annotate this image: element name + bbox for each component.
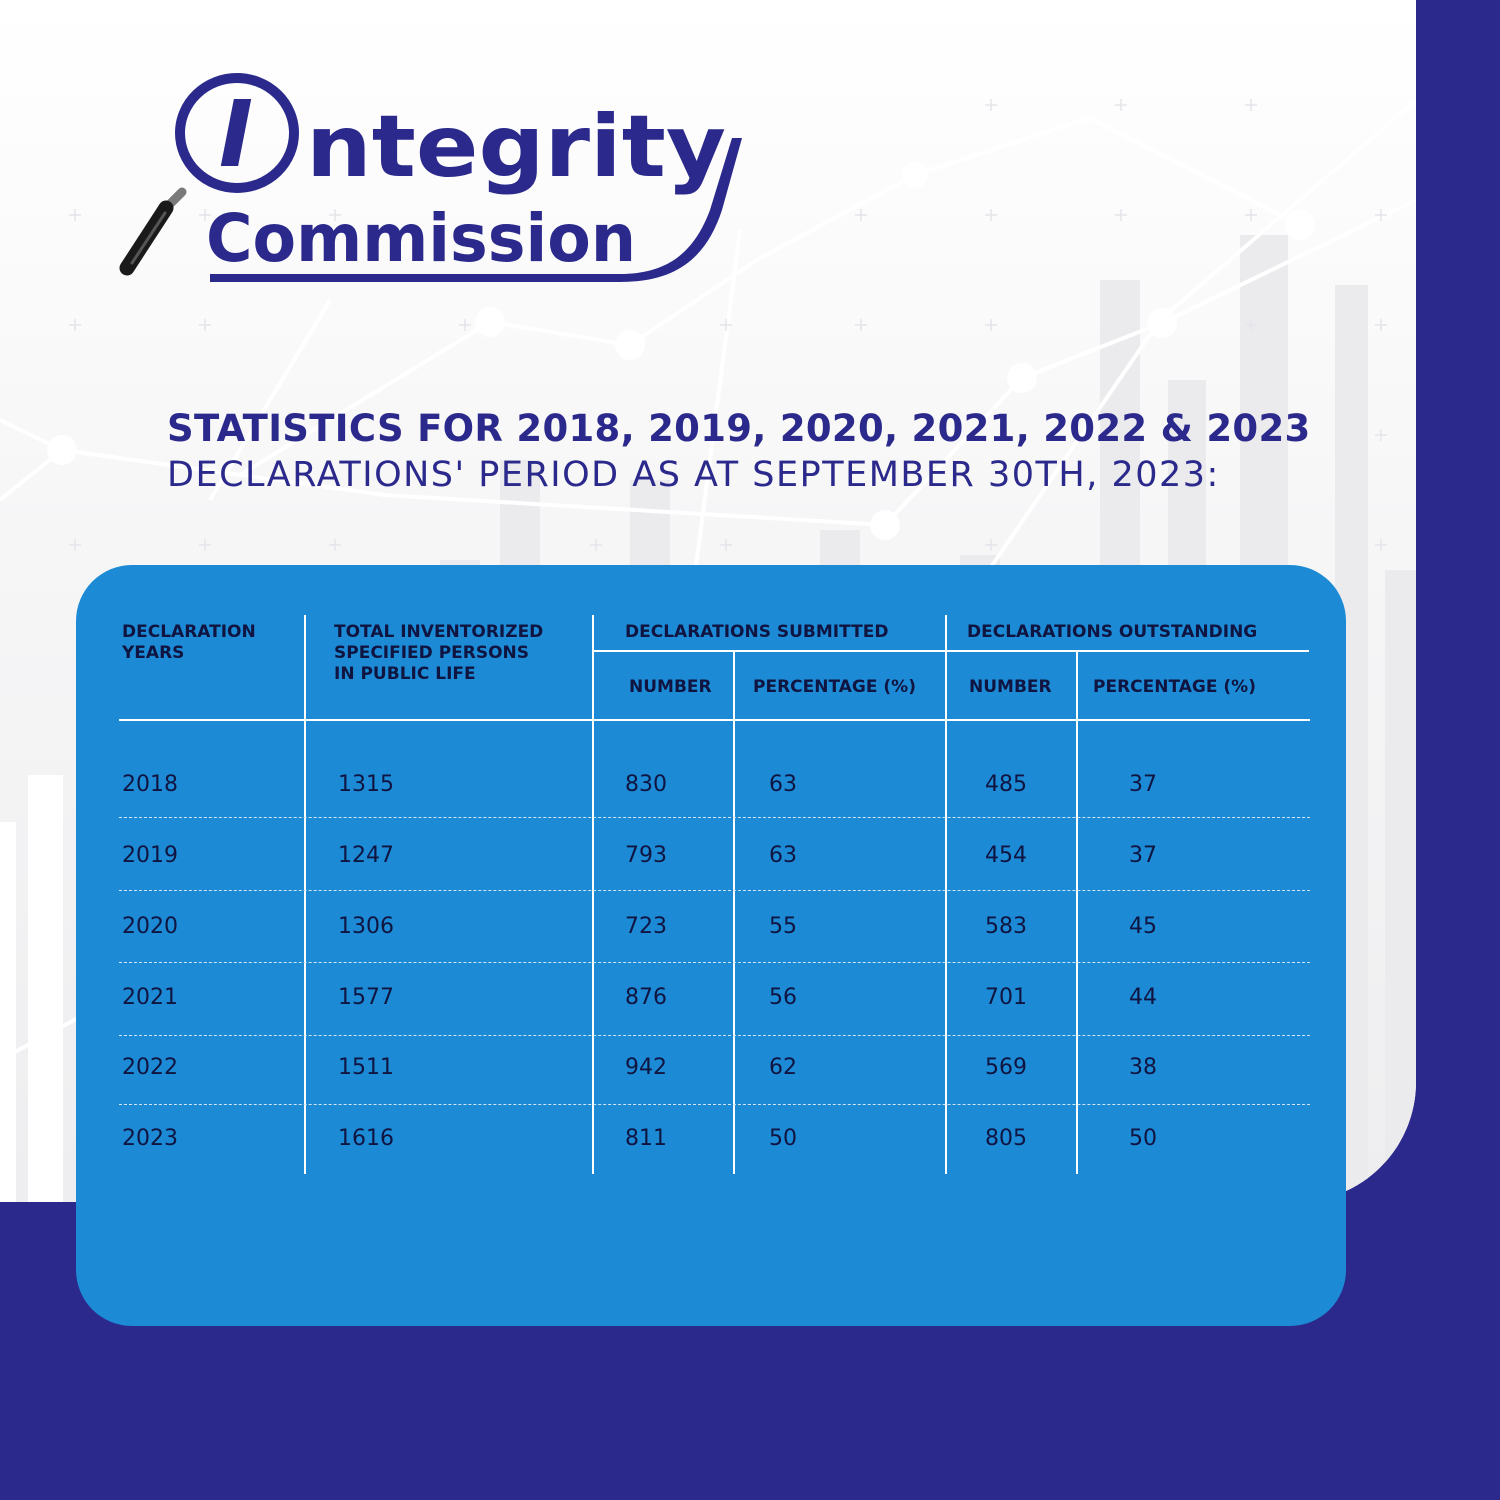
- cell-submitted-percentage: 63: [769, 772, 797, 797]
- cell-submitted-percentage: 50: [769, 1126, 797, 1151]
- magnifier-handle-icon: [119, 200, 174, 276]
- logo-letter: I: [219, 81, 253, 188]
- logo-wordmark: ntegrity: [306, 97, 726, 197]
- cell-submitted-number: 723: [625, 914, 667, 939]
- cell-year: 2021: [122, 985, 178, 1010]
- cell-submitted-percentage: 62: [769, 1055, 797, 1080]
- column-divider: [304, 615, 306, 1174]
- cell-outstanding-percentage: 37: [1129, 843, 1157, 868]
- cell-outstanding-number: 701: [985, 985, 1027, 1010]
- column-divider: [945, 615, 947, 1174]
- cell-total: 1306: [338, 914, 394, 939]
- cell-total: 1315: [338, 772, 394, 797]
- statistics-table-card: DECLARATION YEARS TOTAL INVENTORIZED SPE…: [76, 565, 1346, 1326]
- cell-year: 2018: [122, 772, 178, 797]
- cell-outstanding-number: 454: [985, 843, 1027, 868]
- row-divider: [119, 890, 1310, 891]
- subheader-submitted-number: NUMBER: [629, 677, 712, 697]
- cell-outstanding-number: 569: [985, 1055, 1027, 1080]
- cell-year: 2023: [122, 1126, 178, 1151]
- cell-total: 1247: [338, 843, 394, 868]
- header-declaration-years: DECLARATION YEARS: [122, 622, 256, 664]
- cell-outstanding-number: 583: [985, 914, 1027, 939]
- cell-submitted-number: 876: [625, 985, 667, 1010]
- header-declarations-outstanding: DECLARATIONS OUTSTANDING: [967, 622, 1258, 642]
- magnifier-lens-icon: [175, 73, 299, 193]
- integrity-commission-logo: I ntegrity Commission: [119, 73, 742, 282]
- cell-outstanding-percentage: 50: [1129, 1126, 1157, 1151]
- cell-submitted-number: 811: [625, 1126, 667, 1151]
- header-group-rule: [593, 650, 1309, 652]
- cell-outstanding-percentage: 37: [1129, 772, 1157, 797]
- row-divider: [119, 1104, 1310, 1105]
- subheader-outstanding-percentage: PERCENTAGE (%): [1093, 677, 1256, 697]
- cell-total: 1577: [338, 985, 394, 1010]
- column-divider: [592, 615, 594, 1174]
- cell-submitted-number: 793: [625, 843, 667, 868]
- cell-submitted-number: 830: [625, 772, 667, 797]
- header-text: TOTAL INVENTORIZED SPECIFIED PERSONS IN …: [334, 622, 544, 684]
- logo-subword: Commission: [206, 200, 636, 277]
- cell-submitted-number: 942: [625, 1055, 667, 1080]
- cell-outstanding-number: 805: [985, 1126, 1027, 1151]
- header-bottom-rule: [119, 719, 1310, 721]
- cell-year: 2022: [122, 1055, 178, 1080]
- heading-title: STATISTICS FOR 2018, 2019, 2020, 2021, 2…: [167, 407, 1311, 450]
- column-divider: [733, 651, 735, 1174]
- page-heading: STATISTICS FOR 2018, 2019, 2020, 2021, 2…: [167, 406, 1397, 498]
- cell-submitted-percentage: 56: [769, 985, 797, 1010]
- row-divider: [119, 1035, 1310, 1036]
- subheader-outstanding-number: NUMBER: [969, 677, 1052, 697]
- cell-submitted-percentage: 55: [769, 914, 797, 939]
- column-divider: [1076, 651, 1078, 1174]
- cell-submitted-percentage: 63: [769, 843, 797, 868]
- cell-outstanding-percentage: 44: [1129, 985, 1157, 1010]
- cell-outstanding-percentage: 38: [1129, 1055, 1157, 1080]
- heading-subtitle: DECLARATIONS' PERIOD AS AT SEPTEMBER 30T…: [167, 455, 1220, 495]
- cell-total: 1616: [338, 1126, 394, 1151]
- header-total-inventorized: TOTAL INVENTORIZED SPECIFIED PERSONS IN …: [334, 622, 543, 685]
- row-divider: [119, 962, 1310, 963]
- subheader-submitted-percentage: PERCENTAGE (%): [753, 677, 916, 697]
- header-declarations-submitted: DECLARATIONS SUBMITTED: [625, 622, 889, 642]
- cell-total: 1511: [338, 1055, 394, 1080]
- cell-outstanding-percentage: 45: [1129, 914, 1157, 939]
- header-text: DECLARATION YEARS: [122, 622, 256, 663]
- row-divider: [119, 817, 1310, 818]
- cell-outstanding-number: 485: [985, 772, 1027, 797]
- cell-year: 2019: [122, 843, 178, 868]
- cell-year: 2020: [122, 914, 178, 939]
